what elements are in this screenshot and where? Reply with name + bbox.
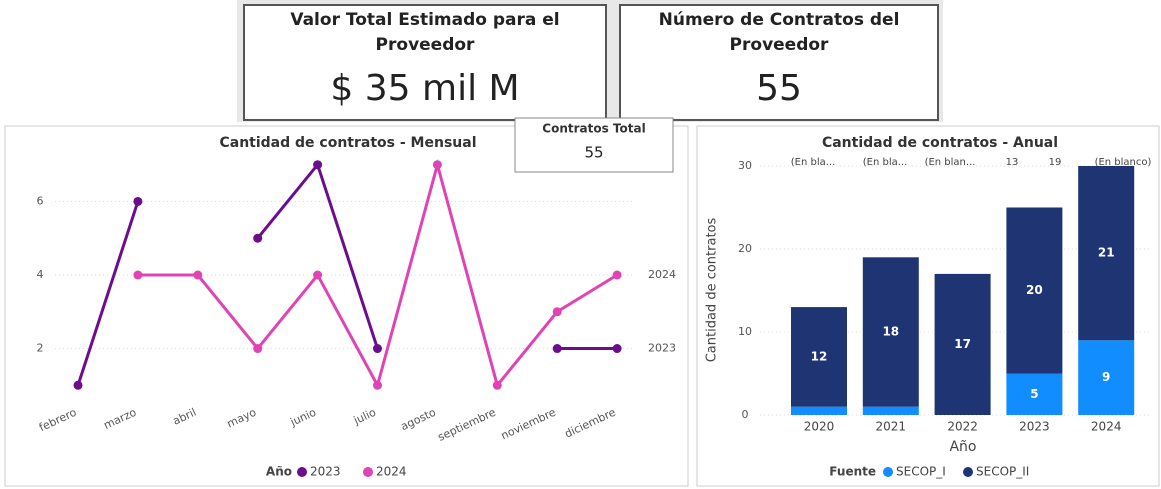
y-tick-label: 20 — [738, 242, 752, 255]
point — [73, 380, 83, 390]
data-label: 20 — [1026, 283, 1043, 297]
y-tick-label: 30 — [738, 159, 752, 172]
legend-label: 2023 — [310, 465, 341, 479]
point — [612, 344, 622, 354]
y-tick-label: 6 — [37, 194, 44, 207]
chart-title: Cantidad de contratos - Mensual — [219, 135, 476, 151]
card — [619, 4, 939, 121]
bar-segment — [1006, 207, 1063, 374]
y-tick-label: 10 — [738, 325, 752, 338]
point — [552, 307, 562, 317]
chart-title: Cantidad de contratos - Anual — [822, 135, 1058, 151]
point — [432, 160, 442, 170]
series-end-label: 2023 — [648, 342, 676, 355]
annotation: (En bla... — [863, 157, 908, 168]
x-tick-label: 2022 — [947, 420, 978, 434]
y-tick-label: 4 — [37, 268, 44, 281]
bar-segment — [1078, 166, 1135, 341]
legend-label: SECOP_I — [896, 465, 946, 479]
legend-marker — [363, 467, 373, 477]
card-title: Proveedor — [730, 35, 830, 55]
bar-segment — [934, 273, 991, 415]
total-card-title: Contratos Total — [542, 122, 645, 136]
point — [253, 344, 263, 354]
legend-label: SECOP_II — [976, 465, 1029, 479]
point — [193, 270, 203, 280]
total-card — [514, 117, 674, 173]
legend-marker — [963, 467, 973, 477]
point — [133, 270, 143, 280]
annotation: 19 — [1049, 157, 1062, 168]
y-axis-title: Cantidad de contratos — [705, 218, 720, 363]
data-label: 17 — [954, 337, 971, 351]
total-card-value: 55 — [584, 144, 603, 162]
panel — [4, 125, 689, 487]
annotation: (En blan... — [925, 157, 976, 168]
card-title: Proveedor — [376, 35, 476, 55]
x-axis-title: Año — [949, 439, 976, 455]
x-tick-label: 2024 — [1091, 420, 1122, 434]
card-title: Valor Total Estimado para el — [290, 10, 559, 30]
bar-segment — [791, 307, 847, 407]
legend-marker — [297, 467, 307, 477]
point — [492, 380, 502, 390]
x-tick-label: 2023 — [1019, 420, 1050, 434]
y-tick-label: 2 — [37, 342, 44, 355]
data-label: 18 — [882, 325, 899, 339]
legend-marker — [883, 467, 893, 477]
annotation: (En bla... — [791, 157, 836, 168]
card — [243, 4, 607, 121]
data-label: 21 — [1098, 246, 1115, 260]
card-value: $ 35 mil M — [330, 68, 519, 109]
series-end-label: 2024 — [648, 268, 676, 281]
point — [552, 344, 562, 354]
point — [612, 270, 622, 280]
point — [253, 233, 263, 243]
point — [313, 160, 323, 170]
data-label: 5 — [1030, 387, 1038, 401]
card-value: 55 — [756, 68, 802, 109]
legend-title: Año — [266, 465, 292, 479]
point — [313, 270, 323, 280]
data-label: 12 — [811, 349, 828, 363]
x-tick-label: 2021 — [876, 420, 907, 434]
legend-label: 2024 — [376, 465, 407, 479]
bar-segment — [1078, 340, 1135, 415]
data-label: 9 — [1102, 370, 1110, 384]
point — [373, 344, 382, 354]
point — [373, 380, 382, 390]
point — [133, 196, 143, 206]
card-title: Número de Contratos del — [659, 10, 900, 30]
annotation: (En blanco) — [1095, 157, 1152, 168]
bar-segment — [791, 406, 847, 415]
bar-segment — [1006, 373, 1063, 415]
bar-segment — [862, 406, 919, 415]
legend-title: Fuente — [829, 465, 876, 479]
y-tick-label: 0 — [742, 408, 749, 421]
annotation: 13 — [1006, 157, 1019, 168]
x-tick-label: 2020 — [804, 420, 835, 434]
bar-segment — [862, 257, 919, 407]
